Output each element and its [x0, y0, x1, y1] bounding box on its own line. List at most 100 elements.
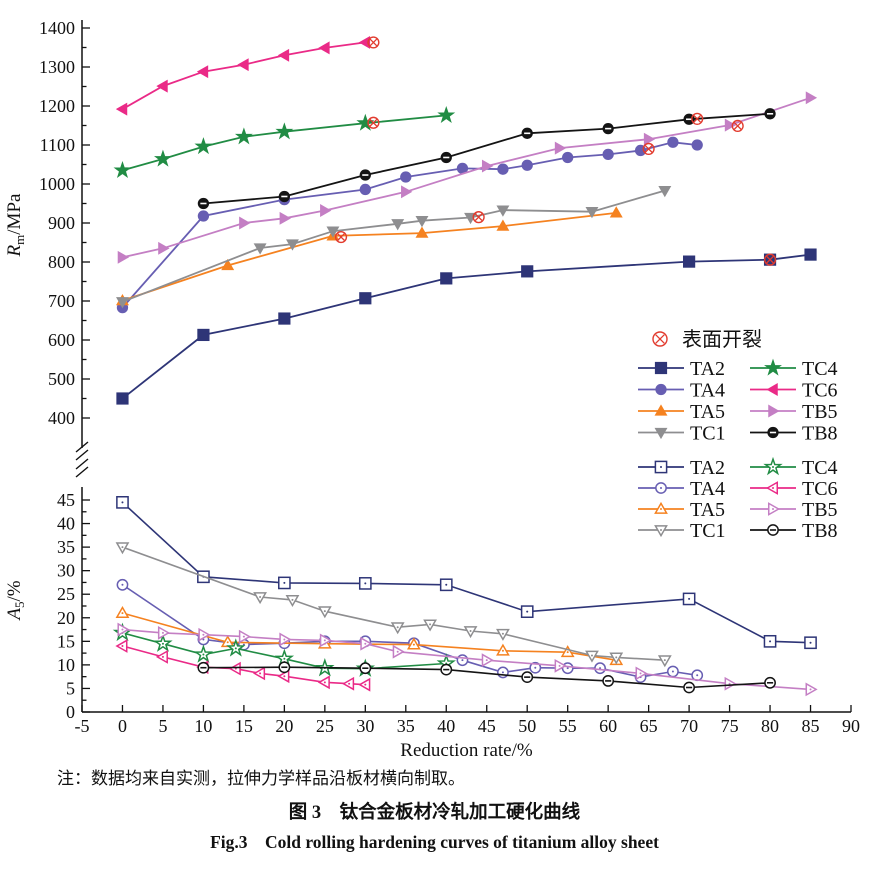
legend-marker-TA2 — [654, 460, 668, 474]
y-tick-label: 1100 — [40, 135, 75, 155]
series-TB5-marker — [481, 653, 494, 668]
series-TB5-marker — [401, 185, 413, 199]
series-TC1-marker — [390, 622, 405, 635]
series-TB8-marker — [197, 661, 210, 674]
x-axis-title: Reduction rate/% — [400, 740, 533, 761]
series-TA2-marker — [278, 312, 291, 325]
series-TA2-marker — [116, 496, 129, 509]
series-TA2-marker — [682, 592, 696, 606]
crack-marker-TA5 — [334, 230, 348, 244]
y-tick-label: 1000 — [39, 174, 75, 194]
y-tick-label: 900 — [48, 213, 75, 233]
x-tick-label: 70 — [680, 716, 698, 736]
legend-label-TC6: TC6 — [802, 380, 838, 402]
series-TC6-marker — [115, 102, 128, 116]
legend-marker-TC6 — [766, 383, 778, 396]
x-tick-label: 40 — [437, 716, 455, 736]
series-TC1-marker — [423, 619, 437, 632]
series-TB8-marker — [521, 671, 534, 684]
series-TC4-marker — [226, 638, 246, 657]
series-TC4-marker — [154, 149, 172, 167]
series-TC1-marker — [115, 542, 130, 555]
y-axis: 0 5 10 15 20 25 30 35 40 45 A5/% — [4, 487, 90, 722]
caption-chinese: 图 3 钛合金板材冷轧加工硬化曲线 — [288, 803, 581, 823]
series-TA4-line — [121, 141, 698, 309]
legend-marker-TC4 — [763, 456, 783, 476]
caption-english: Fig.3 Cold rolling hardening curves of t… — [210, 832, 659, 852]
series-TC1-marker — [253, 592, 267, 605]
series-TB5-marker — [319, 633, 332, 648]
x-tick-label: 35 — [397, 716, 415, 736]
series-TB5-marker — [279, 211, 291, 225]
series-TA5-marker — [415, 226, 429, 238]
crack-legend-icon — [652, 331, 668, 347]
plot-series — [113, 35, 818, 405]
x-tick-label: 25 — [316, 716, 334, 736]
series-TB8-marker — [683, 681, 696, 694]
crack-marker-TB8 — [691, 112, 704, 125]
x-tick-label: 75 — [721, 716, 739, 736]
y-axis: 400 500 600 700 800 900 1000 1100 1200 1300 1400 Rm… — [4, 18, 90, 448]
y-tick-label: 600 — [48, 330, 75, 350]
series-TA5-marker — [496, 219, 510, 231]
series-TB5-marker — [805, 682, 818, 697]
series-TC1-marker — [496, 205, 510, 217]
series-TA4-marker — [197, 210, 210, 222]
series-TA2-marker — [359, 292, 372, 305]
x-tick-label: 85 — [802, 716, 820, 736]
crack-marker-TC6 — [367, 36, 380, 49]
series-TC1-marker — [391, 219, 405, 231]
series-TA2-marker — [763, 634, 777, 648]
legend-label-TA4: TA4 — [690, 380, 725, 402]
series-TB5-marker — [724, 118, 737, 132]
y-tick-label: 10 — [57, 655, 75, 675]
legend-label-TB5: TB5 — [802, 401, 838, 423]
y-axis-title: Rm/MPa — [4, 193, 27, 257]
y-tick-label: 400 — [48, 408, 75, 428]
series-TC1-marker — [658, 185, 672, 198]
series-TC1-marker — [317, 606, 332, 619]
y-tick-label: 1300 — [39, 57, 75, 77]
series-TC1-marker — [285, 239, 299, 251]
series-TA4-marker — [456, 654, 469, 667]
x-tick-label: 15 — [235, 716, 253, 736]
legend-marker-TC4 — [764, 358, 782, 376]
series-TA5-marker — [609, 206, 623, 218]
series-TB8-marker — [602, 675, 615, 687]
figure-svg: 40050060070080090010001100120013001400Rm… — [4, 18, 860, 761]
series-TA4-marker — [400, 171, 412, 183]
y-tick-label: 800 — [48, 252, 75, 272]
crack-marker-TC4 — [367, 116, 380, 129]
series-TA4-marker — [521, 159, 533, 171]
series-TB5-marker — [117, 622, 130, 637]
legend-marker-TB8 — [767, 426, 779, 439]
series-TB8-marker — [602, 122, 614, 135]
legend-marker-TA4 — [655, 383, 667, 396]
legend-label-TC6: TC6 — [802, 478, 838, 500]
series-TA5-marker — [115, 605, 130, 618]
series-TA4-marker — [667, 136, 679, 148]
series-TC6-marker — [317, 675, 330, 690]
crack-marker-TC1 — [472, 211, 485, 224]
y-tick-label: 20 — [57, 608, 75, 628]
series-TC4-marker — [193, 644, 214, 663]
series-TB5-marker — [238, 629, 252, 644]
plot-series — [112, 496, 818, 697]
y-tick-label: 500 — [48, 369, 75, 389]
series-TC1-marker — [415, 216, 429, 228]
series-TA5-marker — [406, 637, 421, 650]
series-TB5-marker — [279, 632, 292, 647]
series-TA2-marker — [116, 392, 129, 405]
series-TA2-marker — [358, 577, 372, 590]
series-TC1-marker — [609, 652, 624, 665]
series-TA4-marker — [116, 578, 129, 591]
legend-marker-TB8 — [767, 524, 779, 536]
legend-marker-TC6 — [765, 481, 779, 495]
series-TA5-marker — [560, 645, 575, 658]
x-tick-label: 10 — [194, 716, 212, 736]
figure-note: 注：数据均来自实测，拉伸力学样品沿板材横向制取。 — [57, 769, 465, 788]
legend-marker-TA5 — [654, 404, 668, 416]
legend-label-TC4: TC4 — [802, 358, 838, 380]
axis-break-icon — [75, 441, 89, 461]
